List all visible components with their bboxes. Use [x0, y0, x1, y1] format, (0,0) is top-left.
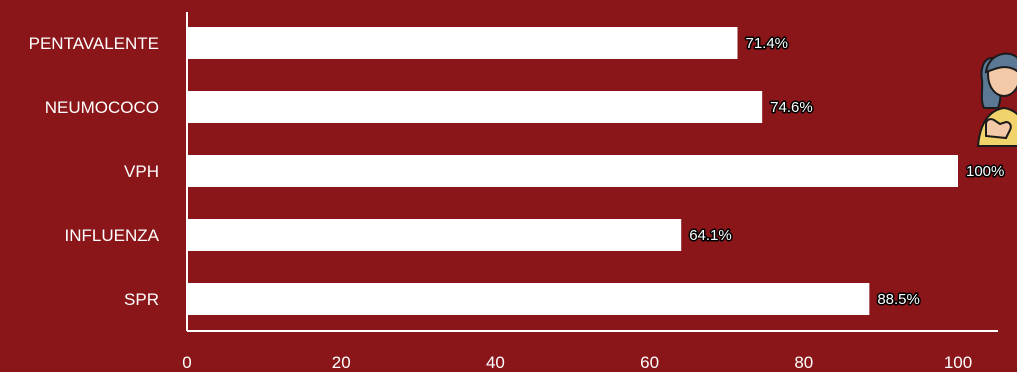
data-label: 64.1% [689, 227, 732, 244]
category-label: SPR [124, 290, 159, 309]
bar [187, 91, 763, 123]
bar [187, 27, 738, 59]
axes-group [186, 12, 998, 332]
category-label: NEUMOCOCO [45, 98, 159, 117]
tick-labels-group: 0 20 40 60 80 100 [182, 353, 972, 372]
x-tick-label: 40 [486, 353, 505, 372]
data-label: 74.6% [770, 99, 813, 116]
data-labels-group: 71.4% 74.6% 100% 64.1% 88.5% [688, 34, 1006, 310]
x-tick-label: 100 [944, 353, 972, 372]
data-label: 88.5% [877, 291, 920, 308]
x-tick-label: 60 [640, 353, 659, 372]
woman-thumbs-up-icon [976, 52, 1017, 147]
bars-group [187, 27, 958, 315]
data-label: 100% [966, 163, 1004, 180]
x-tick-label: 0 [182, 353, 191, 372]
data-label: 71.4% [745, 35, 788, 52]
x-tick-label: 80 [794, 353, 813, 372]
bar [187, 219, 682, 251]
category-labels-group: PENTAVALENTE NEUMOCOCO VPH INFLUENZA SPR [29, 34, 160, 309]
category-label: PENTAVALENTE [29, 34, 159, 53]
x-tick-label: 20 [332, 353, 351, 372]
bar [187, 283, 870, 315]
category-label: VPH [124, 162, 159, 181]
category-label: INFLUENZA [65, 226, 160, 245]
bar [187, 155, 958, 187]
